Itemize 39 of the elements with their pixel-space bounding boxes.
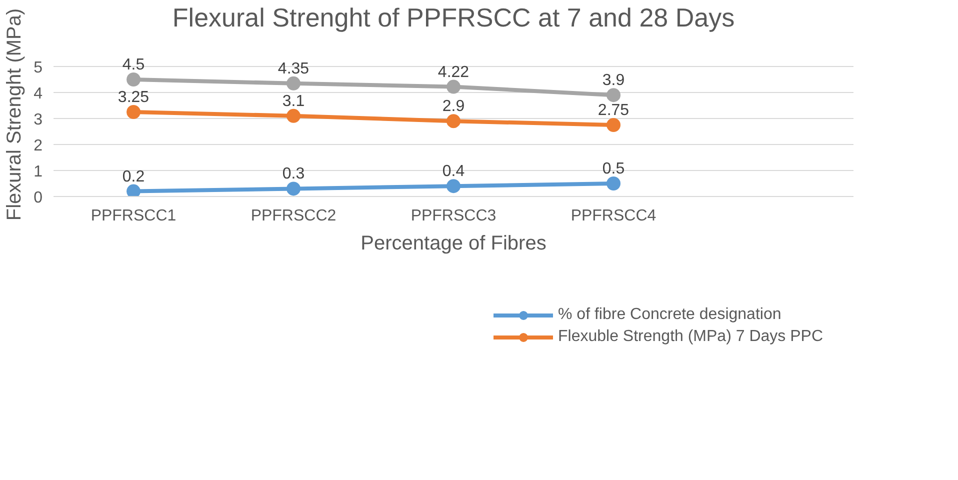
point [126, 184, 140, 196]
data-label: 3.25 [118, 89, 150, 106]
x-tick-label: PPFRSCC2 [250, 208, 336, 224]
y-tick-label: 2 [34, 138, 43, 154]
y-axis-title: Flexural Strenght (MPa) [4, 8, 26, 221]
point [446, 114, 460, 128]
x-tick-label: PPFRSCC4 [570, 208, 656, 224]
y-tick-label: 4 [34, 86, 43, 102]
point [606, 88, 620, 102]
chart-title: Flexural Strenght of PPFRSCC at 7 and 28 Days [172, 2, 735, 32]
data-label: 4.35 [278, 60, 310, 78]
point [446, 80, 460, 94]
data-label: 0.5 [602, 160, 625, 178]
point [286, 76, 300, 90]
data-label: 4.5 [122, 56, 145, 74]
y-tick-label: 5 [34, 60, 43, 76]
data-label: 3.1 [282, 92, 305, 110]
point [286, 108, 300, 123]
data-label: 0.4 [442, 163, 465, 180]
x-axis-title: Percentage of Fibres [360, 232, 546, 254]
point [446, 179, 460, 194]
legend-label: % of fibre Concrete designation [558, 306, 782, 324]
x-tick-label: PPFRSCC1 [90, 208, 176, 224]
point [606, 176, 620, 190]
data-label: 2.9 [442, 98, 465, 116]
y-tick-label: 0 [34, 190, 43, 206]
data-label: 3.9 [602, 72, 625, 90]
point [126, 105, 140, 119]
data-label: 4.22 [438, 64, 470, 81]
y-tick-label: 3 [34, 112, 43, 128]
x-tick-label: PPFRSCC3 [410, 208, 496, 224]
point [606, 118, 620, 132]
point [126, 72, 140, 86]
data-label: 0.2 [122, 168, 145, 186]
legend-label: Flexuble Strength (MPa) 7 Days PPC [558, 328, 823, 346]
y-tick-label: 1 [34, 164, 43, 180]
data-label: 2.75 [598, 102, 630, 119]
point [286, 182, 300, 196]
data-label: 0.3 [282, 166, 305, 183]
